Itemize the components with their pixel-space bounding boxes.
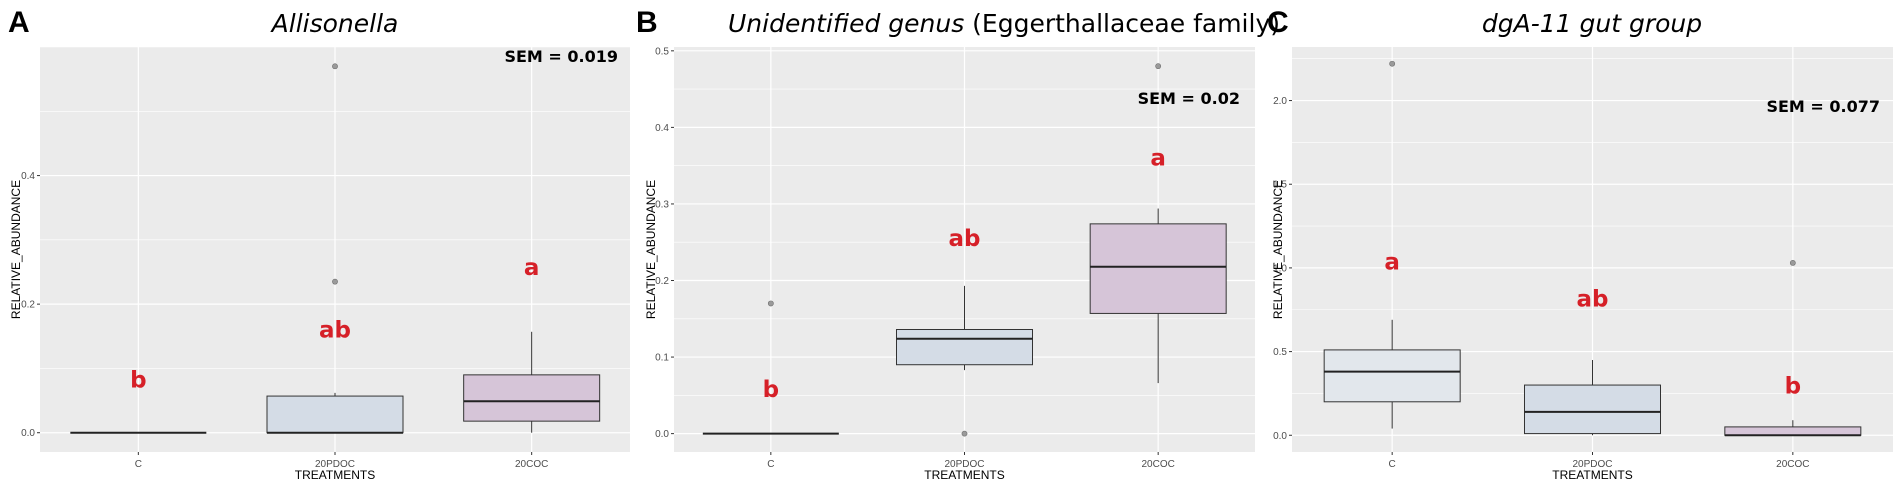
panel-title-rest: (Eggerthallaceae family) <box>964 9 1280 38</box>
panel-title: dgA-11 gut group <box>1482 9 1702 38</box>
y-tick-label: 0.4 <box>655 123 669 134</box>
x-tick-label: C <box>767 459 774 470</box>
box-20pdoc: ab <box>266 63 404 434</box>
panel-letter: A <box>8 6 30 39</box>
y-tick-label: 0.5 <box>1273 347 1287 358</box>
x-axis-title: TREATMENTS <box>924 468 1004 482</box>
y-tick-label: 0.0 <box>21 428 35 439</box>
significance-letter: b <box>763 377 779 403</box>
box-c: a <box>1323 60 1461 429</box>
box-20pdoc: ab <box>1524 286 1661 436</box>
box-iqr <box>896 329 1033 366</box>
box-iqr <box>463 374 601 422</box>
panel-title: Unidentified genus (Eggerthallaceae fami… <box>728 9 1280 38</box>
outlier-point <box>1789 259 1796 266</box>
significance-letter: b <box>130 368 146 394</box>
significance-letter: a <box>524 255 540 281</box>
significance-letter: ab <box>1577 286 1609 312</box>
y-axis-title: RELATIVE_ABUNDANCE <box>9 180 23 319</box>
significance-letter: a <box>1150 146 1166 172</box>
panel-title-italic: Allisonella <box>270 9 399 38</box>
x-tick-label: C <box>135 459 142 470</box>
y-tick-label: 0.5 <box>655 46 669 57</box>
outlier-point <box>1155 63 1162 70</box>
box-c: b <box>70 368 207 434</box>
x-axis-title: TREATMENTS <box>1552 468 1632 482</box>
y-tick-label: 2.0 <box>1273 96 1287 107</box>
y-axis-title: RELATIVE_ABUNDANCE <box>644 180 658 319</box>
box-iqr <box>266 395 404 434</box>
significance-letter: b <box>1785 373 1801 399</box>
significance-letter: ab <box>949 226 981 252</box>
panel-title-italic: dgA-11 gut group <box>1482 9 1702 38</box>
x-tick-label: 20COC <box>1141 459 1174 470</box>
x-axis-title: TREATMENTS <box>295 468 375 482</box>
outlier-point <box>767 300 774 307</box>
significance-letter: ab <box>319 318 351 344</box>
box-iqr <box>1323 349 1461 403</box>
y-tick-label: 0.3 <box>655 199 669 210</box>
box-20coc: a <box>463 255 601 433</box>
x-tick-label: 20COC <box>1776 459 1809 470</box>
box-iqr <box>1524 384 1661 435</box>
panel-title-italic: Unidentified genus <box>728 9 964 38</box>
y-tick-label: 0.0 <box>1273 431 1287 442</box>
panel-b: B Unidentified genus (Eggerthallaceae fam… <box>636 6 1280 482</box>
sem-label: SEM = 0.019 <box>504 47 618 66</box>
box-iqr <box>1724 426 1862 436</box>
outlier-point <box>332 63 338 70</box>
y-tick-label: 0.2 <box>21 300 35 311</box>
x-tick-label: 20COC <box>515 459 548 470</box>
box-20coc: a <box>1089 63 1227 384</box>
sem-label: SEM = 0.02 <box>1138 89 1240 108</box>
x-tick-label: 20PDOC <box>315 459 355 470</box>
y-tick-label: 0.0 <box>655 429 669 440</box>
outlier-point <box>961 430 968 437</box>
panel-letter: C <box>1267 6 1289 39</box>
x-tick-label: 20PDOC <box>1572 459 1612 470</box>
panel-a: A Allisonella 0.0 0.2 0.4 C 20PDOC 20COC TREATME… <box>8 6 630 482</box>
y-axis-title: RELATIVE_ABUNDANCE <box>1271 180 1285 319</box>
panel-title: Allisonella <box>270 9 399 38</box>
y-tick-label: 1.0 <box>1273 263 1287 274</box>
outlier-point <box>332 278 338 285</box>
box-20coc: b <box>1724 259 1862 437</box>
significance-letter: a <box>1384 250 1400 276</box>
y-tick-label: 0.2 <box>655 276 669 287</box>
x-tick-label: 20PDOC <box>944 459 984 470</box>
box-20pdoc: ab <box>896 226 1033 437</box>
box-c: b <box>702 300 839 435</box>
y-tick-label: 0.1 <box>655 353 669 364</box>
x-tick-label: C <box>1389 459 1396 470</box>
sem-label: SEM = 0.077 <box>1766 97 1880 116</box>
panel-letter: B <box>636 6 658 39</box>
y-tick-label: 0.4 <box>21 171 35 182</box>
outlier-point <box>1389 60 1396 67</box>
y-tick-label: 1.5 <box>1273 180 1287 191</box>
box-iqr <box>1089 223 1227 314</box>
